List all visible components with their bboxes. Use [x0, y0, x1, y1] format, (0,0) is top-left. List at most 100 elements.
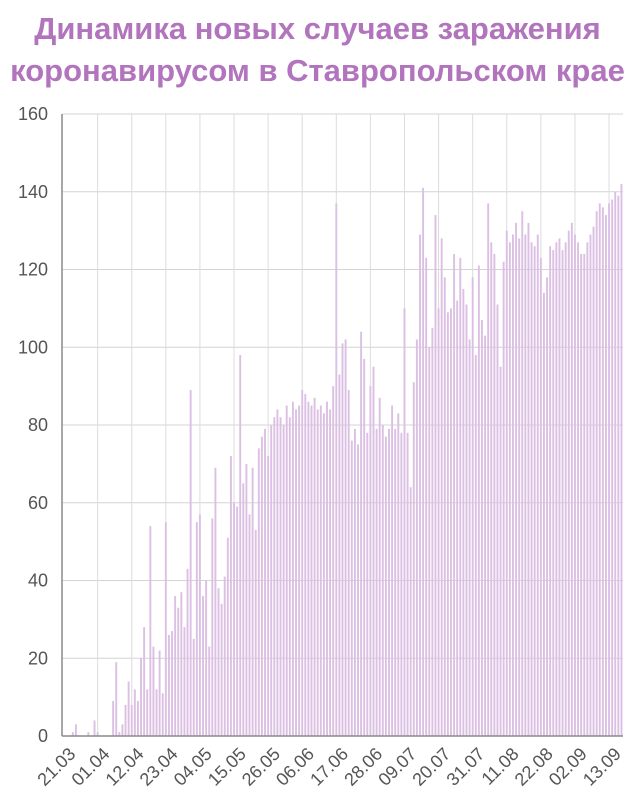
bar [260, 436, 263, 736]
bar [242, 483, 245, 736]
bar [552, 250, 555, 736]
bar [270, 425, 273, 736]
bar [344, 339, 347, 736]
bar [437, 308, 440, 737]
chart-title-line-2: коронавирусом в Ставропольском крае [10, 53, 625, 88]
bar [186, 568, 189, 736]
bar [428, 347, 431, 736]
bar [443, 277, 446, 736]
bar [208, 646, 211, 736]
bar [118, 732, 121, 736]
bar [381, 425, 384, 736]
x-tick-label: 06.06 [272, 744, 318, 790]
bar [161, 693, 164, 736]
bar [304, 393, 307, 736]
bar [155, 689, 158, 736]
y-tick-labels: 0 20 40 60 80 100 120 140 160 [18, 104, 48, 746]
bar [415, 339, 418, 736]
bar [567, 230, 570, 737]
bar [363, 358, 366, 736]
x-tick-label: 21.03 [33, 744, 79, 790]
bar [431, 327, 434, 736]
bar [177, 607, 180, 736]
bar [384, 436, 387, 736]
y-tick-label: 60 [28, 493, 48, 513]
bar [394, 428, 397, 736]
bar [481, 320, 483, 736]
bar [543, 292, 545, 736]
bar [490, 242, 493, 737]
bar [115, 662, 118, 736]
bar [378, 397, 381, 736]
bar [570, 222, 573, 737]
bar [515, 222, 518, 737]
x-tick-label: 17.06 [306, 744, 352, 790]
bar [279, 417, 282, 736]
bar [536, 234, 539, 736]
bar [366, 432, 369, 736]
x-tick-label: 15.05 [204, 744, 250, 790]
bar [310, 405, 313, 736]
bar [217, 588, 220, 736]
bar [167, 634, 170, 736]
bar [617, 195, 620, 736]
bar [604, 215, 607, 736]
bar [456, 300, 459, 736]
bar [152, 646, 155, 736]
bar [521, 211, 524, 736]
y-tick-label: 0 [38, 726, 48, 746]
bar [555, 242, 558, 737]
bar [143, 627, 146, 736]
bar [561, 250, 564, 736]
bar [397, 413, 400, 736]
bar [149, 526, 152, 736]
bar [329, 409, 332, 736]
bar [468, 339, 471, 736]
bar [412, 382, 415, 736]
bar [372, 366, 375, 736]
bar [440, 238, 443, 736]
bar [245, 463, 248, 737]
bar [211, 518, 214, 736]
bar [564, 242, 567, 737]
x-tick-label: 12.04 [102, 744, 148, 790]
x-tick-label: 26.05 [238, 744, 284, 790]
bar [546, 277, 549, 736]
bar [592, 226, 595, 737]
bar [326, 401, 328, 736]
bar [251, 467, 254, 736]
bar [347, 390, 350, 736]
bar [87, 732, 90, 736]
bar [512, 234, 514, 736]
bar [459, 257, 462, 736]
bar [291, 401, 294, 736]
y-tick-label: 140 [18, 182, 48, 202]
y-tick-label: 100 [18, 337, 48, 357]
bar [298, 405, 301, 736]
bar [198, 514, 201, 736]
bar [338, 374, 341, 736]
bar [171, 631, 173, 736]
bar [471, 277, 474, 736]
bar [341, 343, 344, 736]
bar [267, 456, 270, 736]
bar [353, 428, 356, 736]
bar [223, 576, 226, 736]
bar [406, 432, 409, 736]
bar [409, 487, 412, 736]
bar [586, 242, 589, 737]
bar [611, 199, 614, 736]
bar [124, 704, 127, 736]
bar [130, 704, 133, 736]
bar [332, 386, 335, 737]
chart-title-line-1: Динамика новых случаев заражения [34, 11, 601, 46]
x-tick-label: 09.07 [374, 744, 420, 790]
bar [205, 580, 208, 736]
bars [71, 183, 623, 737]
x-tick-label: 01.04 [68, 744, 114, 790]
bar [307, 401, 310, 736]
bar [285, 405, 288, 736]
bar [74, 724, 77, 736]
bar [146, 689, 149, 736]
bar [419, 234, 421, 736]
